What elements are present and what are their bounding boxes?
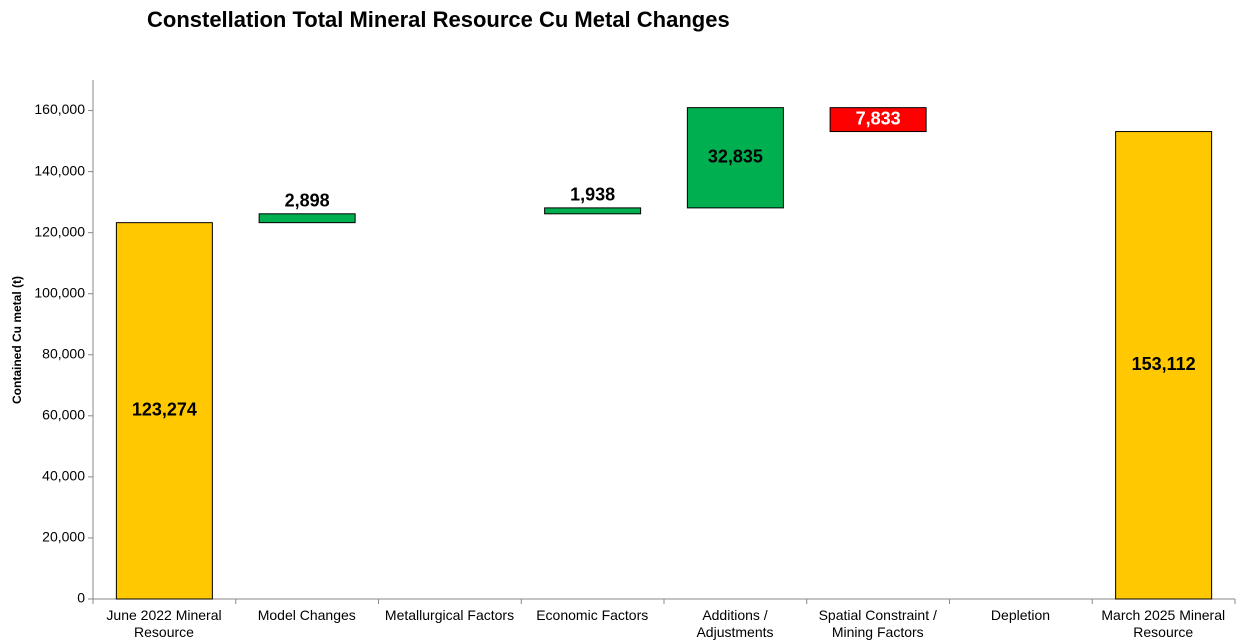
data-label: 153,112 [1132, 354, 1196, 374]
bar [686, 107, 784, 209]
y-tick-label: 120,000 [34, 223, 85, 239]
x-tick-label: Economic Factors [536, 607, 649, 623]
data-label: 1,938 [570, 185, 615, 205]
data-label: 2,898 [285, 191, 330, 211]
y-axis-label: Contained Cu metal (t) [10, 276, 24, 404]
data-label: 7,833 [856, 108, 901, 128]
y-tick-label: 140,000 [34, 162, 85, 178]
y-tick-label: 80,000 [42, 345, 85, 361]
x-tick-label: Metallurgical Factors [384, 607, 515, 623]
y-tick-label: 20,000 [42, 529, 85, 545]
bar [829, 107, 927, 133]
y-tick-label: 40,000 [42, 468, 85, 484]
chart-title: Constellation Total Mineral Resource Cu … [147, 7, 730, 32]
bar [258, 213, 356, 224]
y-tick-label: 160,000 [34, 101, 85, 117]
x-tick-label: June 2022 Mineral Resource [106, 607, 222, 640]
x-tick-label: Spatial Constraint / Mining Factors [818, 607, 937, 640]
bar [544, 207, 642, 215]
bar [1115, 131, 1213, 600]
y-tick-label: 0 [77, 590, 85, 606]
x-tick-label: Depletion [990, 607, 1051, 623]
data-label: 32,835 [708, 147, 763, 167]
data-label: 123,274 [132, 400, 197, 420]
y-tick-label: 60,000 [42, 407, 85, 423]
x-tick-label: March 2025 Mineral Resource [1101, 607, 1226, 640]
bar [115, 222, 213, 600]
x-tick-label: Model Changes [257, 607, 356, 623]
y-tick-label: 100,000 [34, 284, 85, 300]
x-tick-label: Additions / Adjustments [696, 607, 774, 640]
